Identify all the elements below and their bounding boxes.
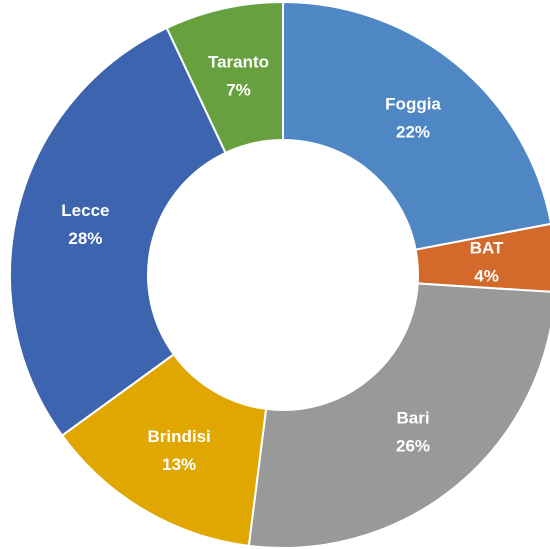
slice-label: Taranto [208, 52, 269, 71]
slice-label: Brindisi [148, 427, 211, 446]
slice-label: BAT [470, 239, 504, 258]
slice-value-label: 7% [226, 80, 251, 99]
slice-label: Foggia [385, 94, 441, 113]
donut-slice [165, 0, 284, 155]
donut-slice [282, 0, 550, 251]
donut-slice [9, 26, 227, 437]
slice-label: Bari [396, 409, 429, 428]
slice-value-label: 22% [396, 122, 430, 141]
slice-value-label: 4% [474, 267, 499, 286]
slice-value-label: 28% [68, 229, 102, 248]
donut-slice [60, 352, 268, 547]
donut-slice [247, 282, 550, 549]
slice-value-label: 26% [396, 437, 430, 456]
slice-value-label: 13% [162, 455, 196, 474]
slice-label: Lecce [61, 201, 109, 220]
